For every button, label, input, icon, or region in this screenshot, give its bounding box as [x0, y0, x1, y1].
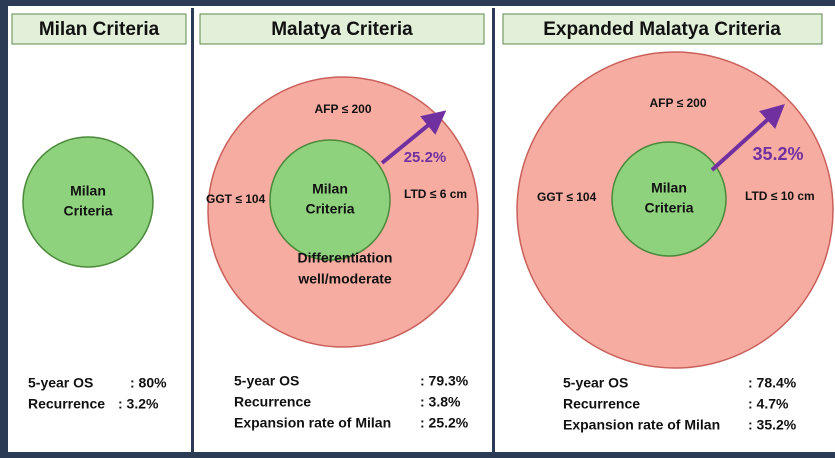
stat-value: : 4.7%	[748, 396, 789, 412]
stat-label: Expansion rate of Milan	[563, 417, 720, 433]
circle-label: Milan	[651, 180, 687, 196]
criterion: well/moderate	[297, 271, 392, 287]
milan-circle	[611, 141, 727, 257]
stat-value: : 80%	[130, 375, 167, 391]
stat-label: Recurrence	[563, 396, 640, 412]
divider	[191, 8, 194, 452]
stat-label: Recurrence	[234, 394, 311, 410]
header-box	[502, 13, 823, 45]
stat-label: 5-year OS	[28, 375, 93, 391]
header-box	[199, 13, 485, 45]
criterion: LTD ≤ 6 cm	[404, 187, 467, 201]
criterion: LTD ≤ 10 cm	[745, 189, 815, 203]
expansion-label: 25.2%	[404, 149, 447, 166]
circle-label: Criteria	[63, 203, 112, 219]
divider	[492, 8, 495, 452]
arrow	[710, 103, 785, 172]
stat-value: : 79.3%	[420, 373, 469, 389]
milan-circle	[269, 139, 391, 261]
criterion: GGT ≤ 104	[537, 190, 597, 204]
stat-value: : 78.4%	[748, 375, 797, 391]
stat-label: Expansion rate of Milan	[234, 415, 391, 431]
stat-value: : 25.2%	[420, 415, 469, 431]
panel-title: Expanded Malatya Criteria	[543, 19, 781, 40]
stat-value: : 35.2%	[748, 417, 797, 433]
circle-label: Criteria	[305, 201, 354, 217]
header-box	[11, 13, 187, 45]
expansion-label: 35.2%	[752, 144, 803, 164]
panel-title: Milan Criteria	[39, 19, 160, 40]
stat-value: : 3.8%	[420, 394, 461, 410]
stat-label: 5-year OS	[563, 375, 628, 391]
criterion: GGT ≤ 104	[206, 192, 266, 206]
criterion: AFP ≤ 200	[314, 102, 371, 116]
circle-label: Criteria	[644, 200, 693, 216]
stat-label: Recurrence	[28, 396, 105, 412]
circle-label: Milan	[70, 183, 106, 199]
criterion: AFP ≤ 200	[649, 96, 706, 110]
arrow	[380, 110, 447, 165]
stat-value: : 3.2%	[118, 396, 159, 412]
milan-circle	[22, 136, 154, 268]
panel-title: Malatya Criteria	[271, 19, 413, 40]
circle-label: Milan	[312, 181, 348, 197]
stat-label: 5-year OS	[234, 373, 299, 389]
criterion: Differentiation	[298, 250, 393, 266]
